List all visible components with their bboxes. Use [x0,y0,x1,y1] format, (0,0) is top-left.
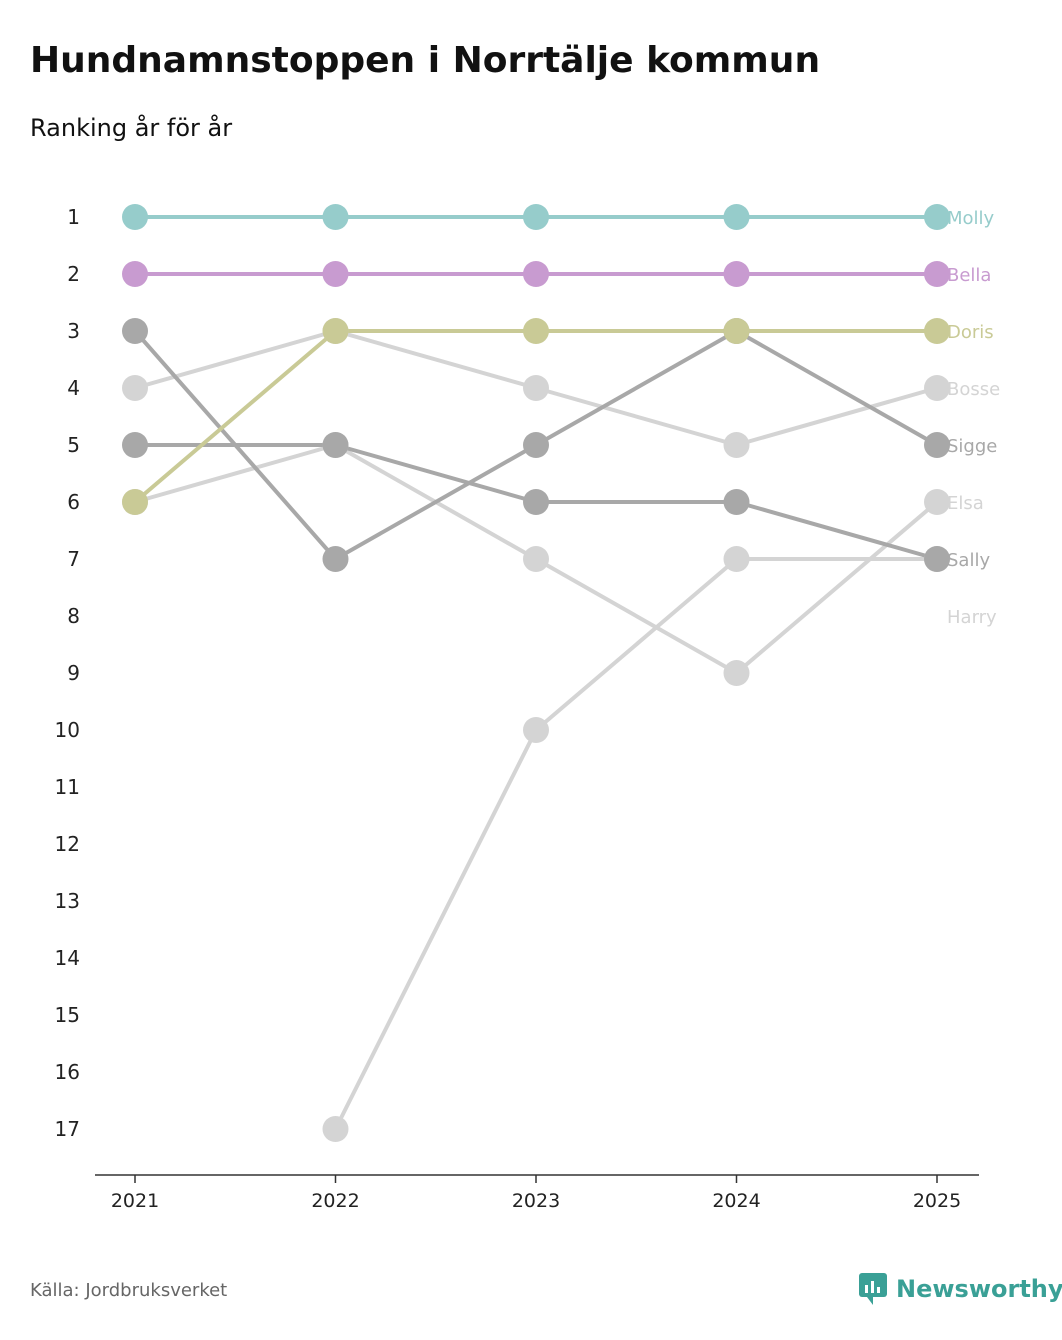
series-lines [133,215,939,1130]
end-label-sally: Sally [947,550,990,571]
x-axis: 2021 2022 2023 2024 2025 [95,1174,979,1212]
end-label-molly: Molly [947,208,995,229]
point-bella [723,261,750,287]
y-tick-label: 9 [67,661,80,685]
point-sally [723,489,750,515]
point-harry [523,717,549,743]
y-tick-label: 2 [67,262,80,286]
x-tick-label: 2025 [913,1190,961,1212]
point-molly [924,204,950,230]
chart-title: Hundnamnstoppen i Norrtälje kommun [30,40,821,81]
end-label-doris: Doris [947,322,994,343]
end-label-harry: Harry [947,607,997,628]
y-tick-label: 3 [67,319,80,343]
y-tick-label: 7 [67,547,80,571]
brand-name: Newsworthy [896,1275,1062,1303]
end-labels: Molly Bella Doris Bosse Sigge Elsa Sally Harry [947,208,1000,628]
point-bosse [122,375,148,401]
point-bosse [523,375,549,401]
series-points [122,204,950,1142]
point-sigge [322,546,349,572]
point-sigge [523,432,549,458]
y-tick-label: 17 [55,1117,80,1141]
end-label-elsa: Elsa [947,493,984,514]
y-tick-label: 11 [55,775,80,799]
point-bella [322,261,349,287]
point-molly [523,204,549,230]
point-sally [523,489,549,515]
point-bella [924,261,950,287]
point-doris [723,318,750,344]
point-doris [122,489,148,515]
point-sally [322,432,349,458]
y-tick-label: 14 [55,946,80,970]
end-label-bosse: Bosse [947,379,1000,400]
y-tick-label: 12 [55,832,80,856]
y-tick-label: 4 [67,376,80,400]
point-bella [122,261,148,287]
y-tick-label: 10 [55,718,80,742]
y-tick-label: 16 [55,1060,80,1084]
point-elsa [523,546,549,572]
point-bella [523,261,549,287]
point-sally [924,546,950,572]
point-molly [322,204,349,230]
point-sigge [122,318,148,344]
brand-logo: Newsworthy [858,1272,1062,1306]
series-line-doris [133,329,937,504]
point-bosse [924,375,950,401]
point-bosse [723,432,750,458]
point-elsa [924,489,950,515]
y-tick-label: 1 [67,205,80,229]
y-tick-label: 13 [55,889,80,913]
source-note: Källa: Jordbruksverket [30,1280,228,1301]
y-tick-label: 8 [67,604,80,628]
point-sally [122,432,148,458]
x-tick-label: 2023 [512,1190,560,1212]
series-line-harry [333,557,937,1130]
x-tick-label: 2022 [311,1190,359,1212]
point-harry [322,1116,349,1142]
x-tick-label: 2021 [111,1190,159,1212]
x-tick-label: 2024 [712,1190,760,1212]
end-label-bella: Bella [947,265,991,286]
end-label-sigge: Sigge [947,436,997,457]
point-elsa [723,660,750,686]
point-molly [122,204,148,230]
point-doris [523,318,549,344]
point-doris [924,318,950,344]
point-molly [723,204,750,230]
chart-subtitle: Ranking år för år [30,114,233,142]
newsworthy-icon [859,1273,887,1305]
y-tick-label: 15 [55,1003,80,1027]
y-tick-label: 6 [67,490,80,514]
point-harry [723,546,750,572]
y-tick-label: 5 [67,433,80,457]
point-sigge [924,432,950,458]
point-doris [322,318,349,344]
